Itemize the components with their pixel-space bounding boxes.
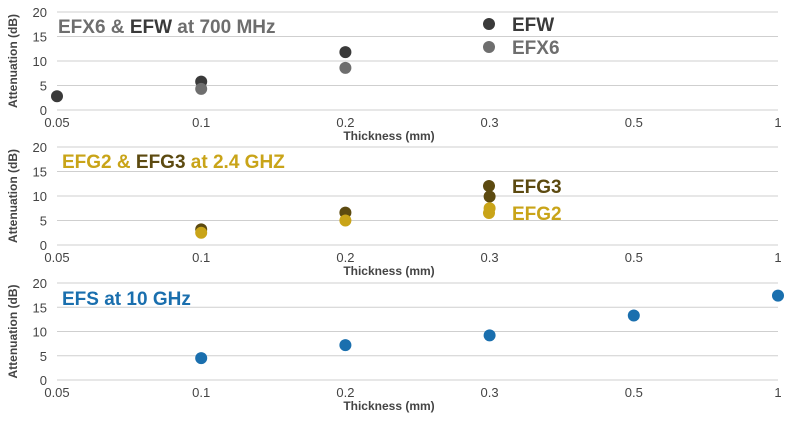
chart-title-part: EFX6 bbox=[58, 17, 106, 38]
x-tick-label: 0.05 bbox=[44, 385, 69, 400]
y-tick-label: 20 bbox=[33, 276, 47, 291]
y-tick-label: 15 bbox=[33, 300, 47, 315]
data-point-efw bbox=[339, 46, 352, 59]
data-point-efg2 bbox=[483, 202, 496, 215]
x-tick-label: 0.2 bbox=[336, 250, 354, 265]
legend-label: EFW bbox=[512, 15, 554, 36]
chart-panel-1: 0 5 10 15 20 0.05 0.1 0.2 0.3 0.5 1 Thickness (mm) A… bbox=[6, 5, 782, 143]
y-tick-label: 20 bbox=[33, 140, 47, 155]
chart-panel-3: 0 5 10 15 20 0.05 0.1 0.2 0.3 0.5 1 Thickness (mm) A… bbox=[6, 276, 784, 413]
x-tick-label: 0.05 bbox=[44, 250, 69, 265]
chart-title-part: & bbox=[112, 152, 136, 173]
chart-title: EFS at 10 GHz bbox=[62, 289, 191, 310]
x-tick-label: 0.1 bbox=[192, 385, 210, 400]
y-tick-label: 5 bbox=[40, 79, 47, 94]
y-tick-label: 10 bbox=[33, 325, 47, 340]
x-axis-label: Thickness (mm) bbox=[343, 129, 434, 143]
x-tick-label: 0.1 bbox=[192, 250, 210, 265]
y-axis-label: Attenuation (dB) bbox=[6, 285, 20, 379]
y-tick-label: 15 bbox=[33, 30, 47, 45]
y-tick-label: 5 bbox=[40, 214, 47, 229]
chart-title-part: & bbox=[106, 17, 130, 38]
y-axis-label: Attenuation (dB) bbox=[6, 149, 20, 243]
y-tick-label: 10 bbox=[33, 54, 47, 69]
x-tick-label: 0.5 bbox=[625, 250, 643, 265]
y-tick-label: 10 bbox=[33, 189, 47, 204]
data-point-efx6 bbox=[195, 82, 208, 95]
data-point-efs bbox=[627, 309, 640, 322]
x-tick-label: 1 bbox=[774, 115, 781, 130]
x-axis-label: Thickness (mm) bbox=[343, 399, 434, 413]
x-tick-label: 0.1 bbox=[192, 115, 210, 130]
legend-marker bbox=[483, 18, 495, 30]
legend-label: EFG3 bbox=[512, 177, 562, 198]
data-point-efs bbox=[195, 352, 208, 365]
x-tick-label: 0.3 bbox=[481, 250, 499, 265]
x-tick-label: 0.3 bbox=[481, 115, 499, 130]
chart-panel-2: 0 5 10 15 20 0.05 0.1 0.2 0.3 0.5 1 Thickness (mm) A… bbox=[6, 140, 782, 278]
legend-marker bbox=[483, 180, 495, 192]
x-tick-label: 0.05 bbox=[44, 115, 69, 130]
x-tick-label: 0.5 bbox=[625, 115, 643, 130]
data-point-efx6 bbox=[339, 61, 352, 74]
y-tick-label: 0 bbox=[40, 103, 47, 118]
legend-marker bbox=[483, 41, 495, 53]
chart-title-part: at 2.4 GHZ bbox=[186, 152, 286, 173]
chart-title: EFG2 & EFG3 at 2.4 GHZ bbox=[62, 152, 285, 173]
data-point-efs bbox=[483, 329, 496, 342]
data-point-efg3 bbox=[483, 190, 496, 203]
y-tick-label: 0 bbox=[40, 238, 47, 253]
data-point-efg2 bbox=[195, 226, 208, 239]
y-tick-label: 0 bbox=[40, 373, 47, 388]
chart-title-part: EFG2 bbox=[62, 152, 112, 173]
x-tick-label: 0.2 bbox=[336, 385, 354, 400]
x-axis-label: Thickness (mm) bbox=[343, 264, 434, 278]
x-tick-label: 1 bbox=[774, 385, 781, 400]
chart-title: EFX6 & EFW at 700 MHz bbox=[58, 17, 276, 38]
data-point-efg2 bbox=[339, 214, 352, 227]
y-tick-label: 15 bbox=[33, 165, 47, 180]
chart-title-part: EFW bbox=[130, 17, 172, 38]
data-point-efw bbox=[51, 90, 63, 103]
y-tick-label: 5 bbox=[40, 349, 47, 364]
chart-title-part: EFS at 10 GHz bbox=[62, 289, 191, 310]
x-tick-label: 0.3 bbox=[481, 385, 499, 400]
legend-label: EFG2 bbox=[512, 204, 562, 225]
data-point-efs bbox=[339, 339, 352, 352]
x-tick-label: 0.5 bbox=[625, 385, 643, 400]
data-point-efs bbox=[772, 289, 784, 302]
legend-label: EFX6 bbox=[512, 38, 560, 59]
chart-title-part: EFG3 bbox=[136, 152, 186, 173]
chart-title-part: at 700 MHz bbox=[172, 17, 275, 38]
x-tick-label: 0.2 bbox=[336, 115, 354, 130]
x-tick-label: 1 bbox=[774, 250, 781, 265]
y-axis-label: Attenuation (dB) bbox=[6, 14, 20, 108]
y-tick-label: 20 bbox=[33, 5, 47, 20]
